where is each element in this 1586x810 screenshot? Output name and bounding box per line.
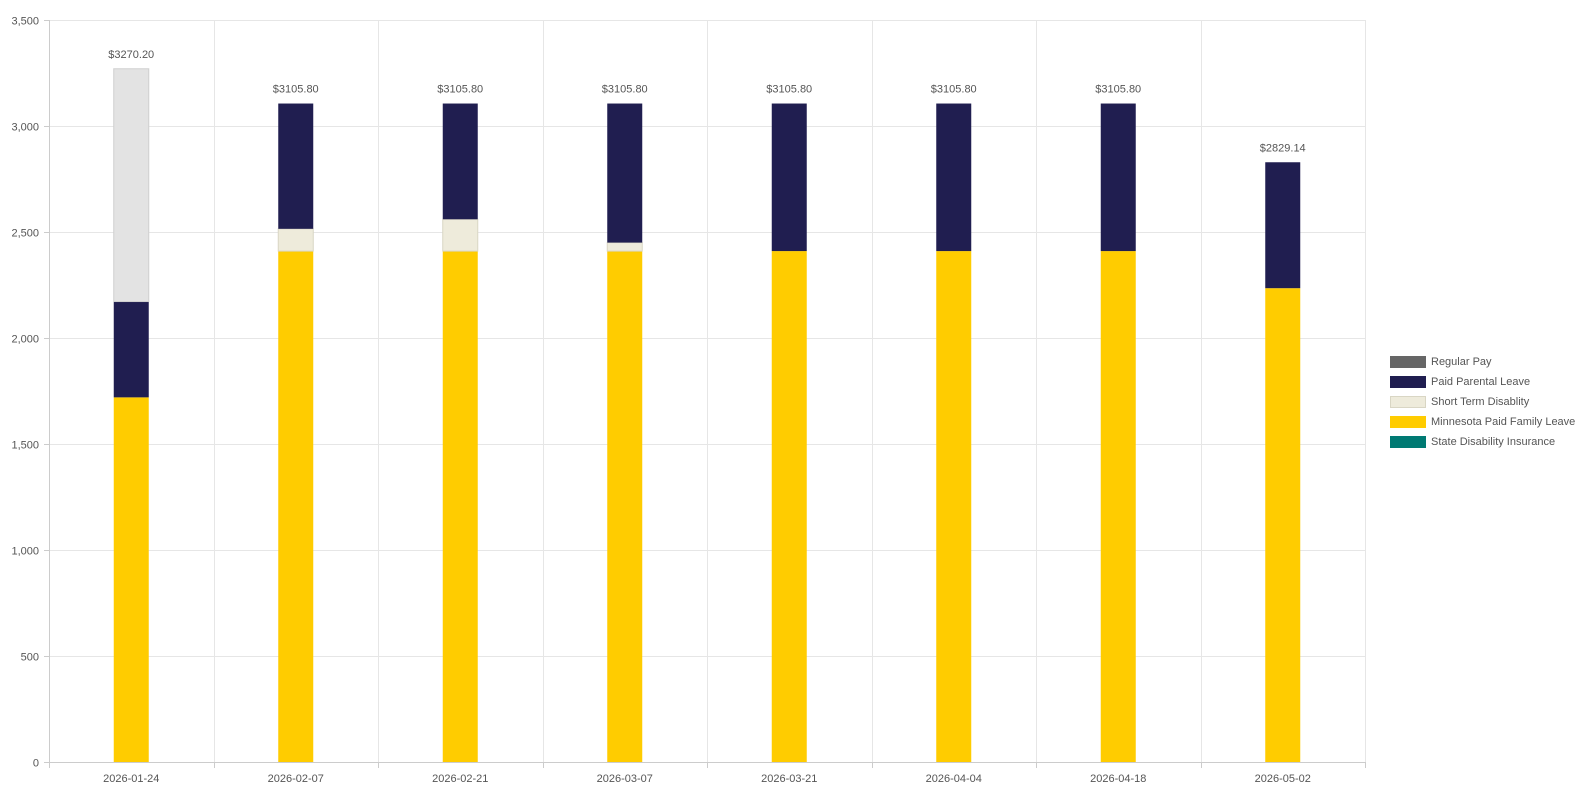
bar-total-label: $3105.80 — [273, 84, 319, 96]
legend-item[interactable]: Short Term Disablity — [1390, 392, 1575, 412]
legend-label: Short Term Disablity — [1431, 396, 1530, 408]
labels: 0 500 1,000 1,500 2,000 2,500 3,000 3,500 $3270.… — [11, 16, 1310, 786]
y-tick-label: 1,000 — [11, 546, 39, 558]
bar-segment-minnesota-paid-family-leave — [936, 251, 972, 762]
bar-segment-short-term-disablity — [442, 218, 479, 252]
bar-segment-paid-parental-leave — [771, 103, 807, 252]
bar-total-label: $3270.20 — [108, 49, 154, 61]
bar-segment-minnesota-paid-family-leave — [278, 251, 314, 762]
x-tick-label: 2026-04-04 — [926, 773, 982, 785]
bar-segment-regular-pay — [113, 68, 150, 303]
x-tick-label: 2026-02-07 — [268, 773, 324, 785]
y-tick-label: 2,000 — [11, 334, 39, 346]
legend-item[interactable]: Minnesota Paid Family Leave — [1390, 412, 1575, 432]
bar-segment-short-term-disablity — [277, 228, 314, 252]
bar-total-label: $3105.80 — [766, 84, 812, 96]
y-tick-label: 3,500 — [11, 16, 39, 28]
legend-item[interactable]: State Disability Insurance — [1390, 432, 1575, 452]
legend-swatch — [1390, 376, 1426, 388]
bar-segment-paid-parental-leave — [1265, 162, 1301, 289]
y-tick-label: 2,500 — [11, 228, 39, 240]
bar-total-label: $3105.80 — [931, 84, 977, 96]
legend-label: State Disability Insurance — [1431, 436, 1556, 448]
legend-swatch — [1390, 396, 1426, 408]
bar-total-label: $2829.14 — [1260, 142, 1306, 154]
bar-segment-paid-parental-leave — [442, 103, 478, 220]
bar-segment-short-term-disablity — [606, 242, 643, 252]
y-tick-label: 3,000 — [11, 122, 39, 134]
legend-item[interactable]: Regular Pay — [1390, 352, 1575, 372]
axes — [44, 20, 1366, 768]
bar-total-label: $3105.80 — [1095, 84, 1141, 96]
bar-segment-minnesota-paid-family-leave — [771, 251, 807, 762]
bar-segment-minnesota-paid-family-leave — [113, 397, 149, 762]
bar-segment-minnesota-paid-family-leave — [442, 251, 478, 762]
y-tick-label: 500 — [21, 652, 39, 664]
stacked-bar-chart: 0 500 1,000 1,500 2,000 2,500 3,000 3,500 $3270.… — [11, 16, 1366, 786]
chart-legend[interactable]: Regular Pay Paid Parental Leave Short Term… — [1390, 352, 1575, 452]
bar-segment-paid-parental-leave — [278, 103, 314, 229]
bar-segment-minnesota-paid-family-leave — [1265, 288, 1301, 762]
bar-segment-paid-parental-leave — [936, 103, 972, 252]
x-tick-label: 2026-03-07 — [597, 773, 653, 785]
bar-segment-paid-parental-leave — [607, 103, 643, 243]
bar-total-label: $3105.80 — [437, 84, 483, 96]
grid-lines — [49, 20, 1366, 763]
x-tick-label: 2026-02-21 — [432, 773, 488, 785]
bar-segment-paid-parental-leave — [1100, 103, 1136, 252]
legend-label: Minnesota Paid Family Leave — [1431, 416, 1576, 428]
x-tick-label: 2026-01-24 — [103, 773, 159, 785]
x-tick-label: 2026-04-18 — [1090, 773, 1146, 785]
x-tick-label: 2026-05-02 — [1255, 773, 1311, 785]
legend-label: Regular Pay — [1431, 356, 1492, 368]
bar-segment-paid-parental-leave — [113, 301, 149, 398]
bar-stacks — [113, 68, 1301, 762]
legend-label: Paid Parental Leave — [1431, 376, 1531, 388]
legend-swatch — [1390, 356, 1426, 368]
legend-swatch — [1390, 436, 1426, 448]
y-tick-label: 0 — [33, 758, 39, 770]
bar-total-label: $3105.80 — [602, 84, 648, 96]
y-tick-label: 1,500 — [11, 440, 39, 452]
legend-swatch — [1390, 416, 1426, 428]
bar-segment-minnesota-paid-family-leave — [1100, 251, 1136, 762]
bar-segment-minnesota-paid-family-leave — [607, 251, 643, 762]
x-tick-label: 2026-03-21 — [761, 773, 817, 785]
legend-item[interactable]: Paid Parental Leave — [1390, 372, 1575, 392]
